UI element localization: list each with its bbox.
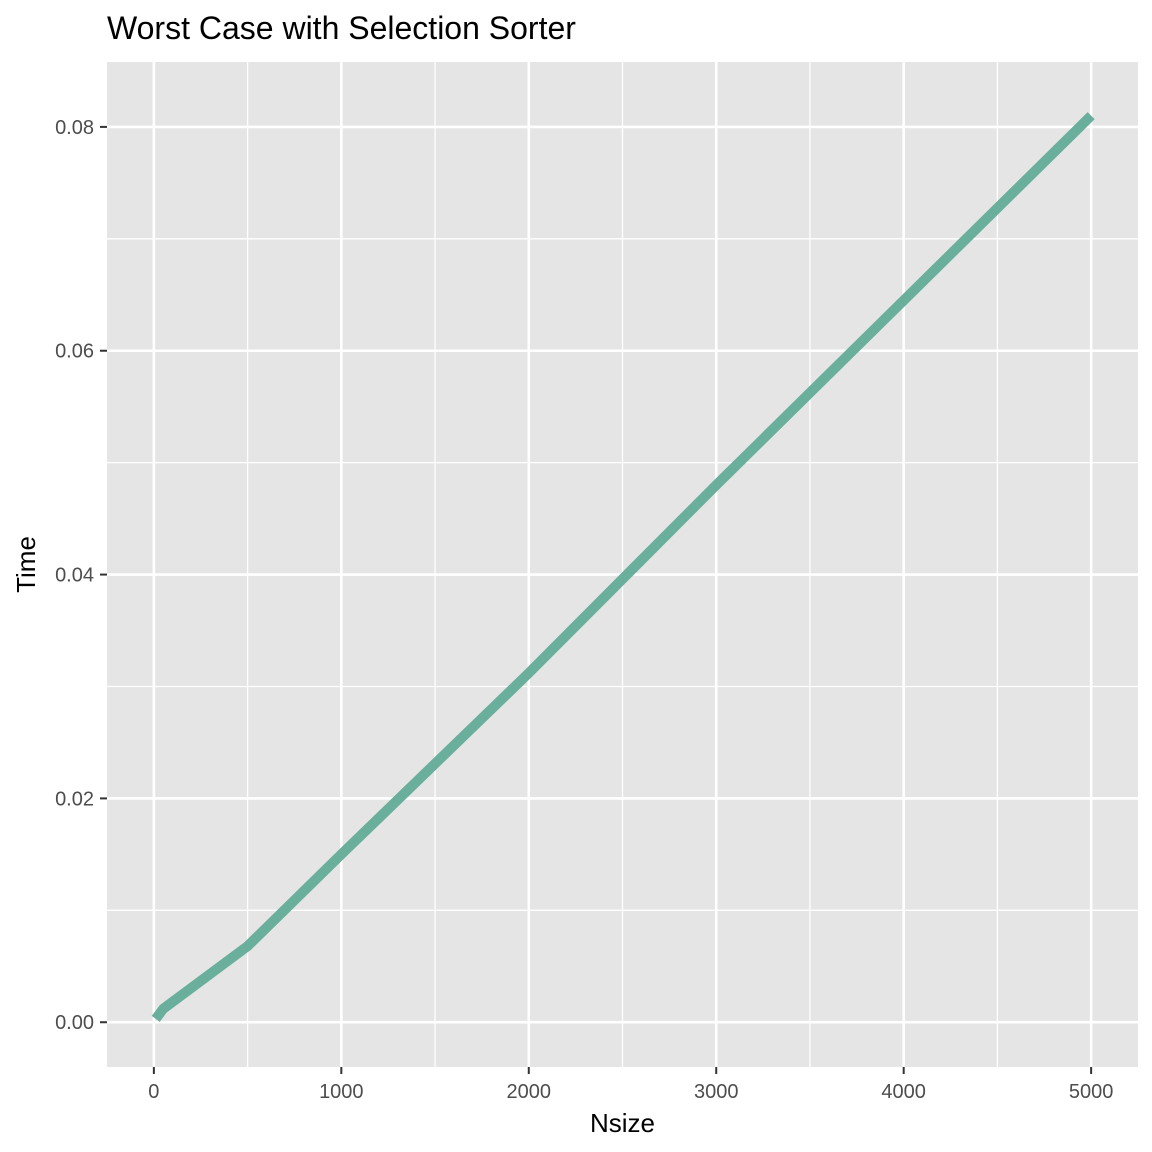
major-gridlines	[107, 62, 1138, 1067]
series-layer	[151, 112, 1095, 1022]
x-tick-label: 4000	[881, 1081, 926, 1103]
y-tick-label: 0.08	[55, 117, 94, 139]
x-tick-label: 2000	[507, 1081, 552, 1103]
x-tick-label: 0	[148, 1081, 159, 1103]
x-tick-label: 3000	[694, 1081, 739, 1103]
series-line	[151, 112, 1095, 1022]
x-tick-label: 1000	[319, 1081, 364, 1103]
y-axis-label: Time	[11, 536, 41, 593]
y-tick-label: 0.04	[55, 565, 94, 587]
chart-title: Worst Case with Selection Sorter	[107, 10, 576, 46]
x-tick-label: 5000	[1069, 1081, 1114, 1103]
y-tick-label: 0.06	[55, 341, 94, 363]
y-tick-label: 0.00	[55, 1012, 94, 1034]
y-tick-label: 0.02	[55, 788, 94, 810]
minor-gridlines	[107, 62, 1138, 1067]
x-axis: 0 1000 2000 3000 4000 5000	[148, 1067, 1113, 1103]
x-axis-label: Nsize	[590, 1108, 655, 1138]
y-axis: 0.00 0.02 0.04 0.06 0.08	[55, 117, 107, 1034]
